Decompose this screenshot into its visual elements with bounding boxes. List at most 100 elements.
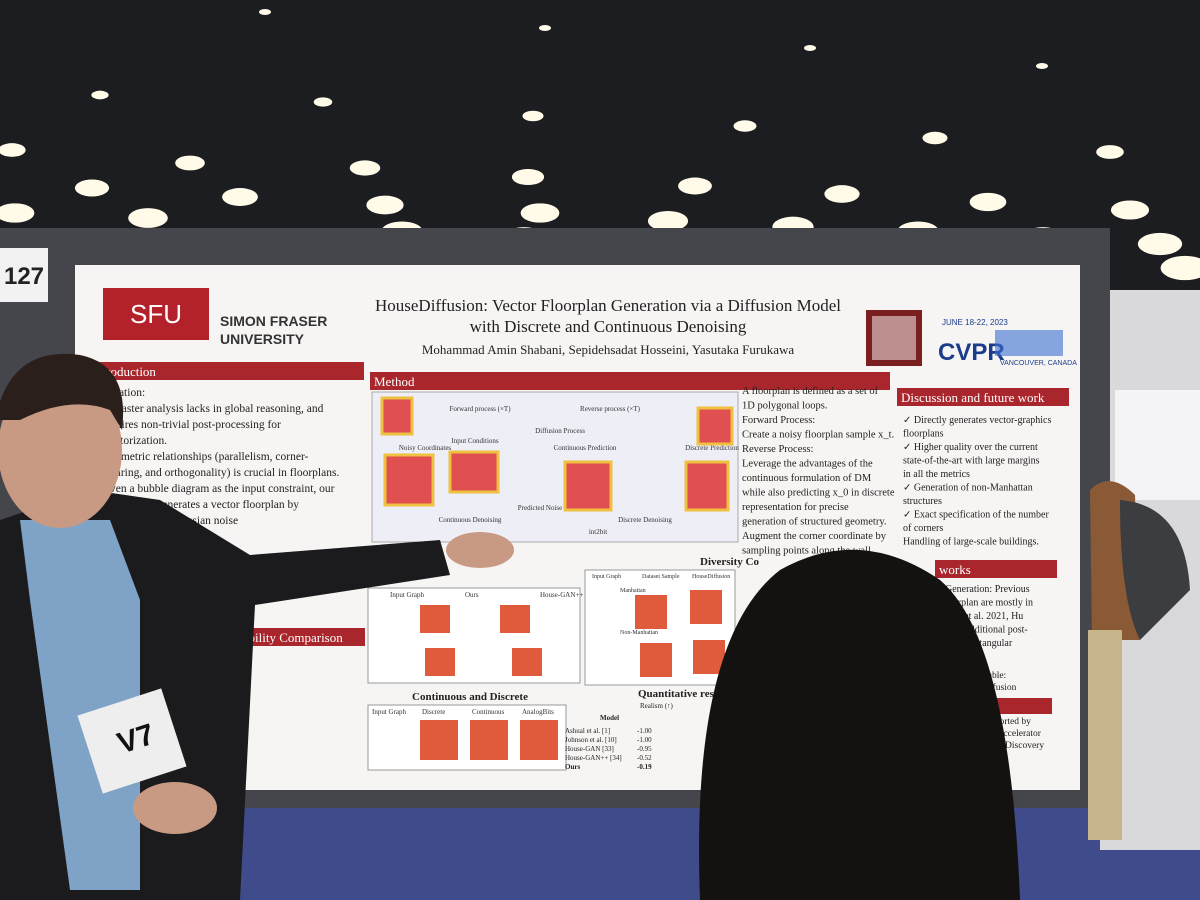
ceiling-light bbox=[539, 25, 551, 31]
diagram-label: Reverse process (×T) bbox=[580, 405, 641, 413]
authors: Mohammad Amin Shabani, Sepidehsadat Hoss… bbox=[422, 342, 794, 357]
floorplan-result bbox=[520, 720, 558, 760]
section-header bbox=[92, 362, 364, 380]
ceiling-light bbox=[175, 155, 205, 171]
table-cell: -0.95 bbox=[637, 745, 652, 753]
section-header bbox=[370, 372, 890, 390]
table-cell: Johnson et al. [10] bbox=[565, 736, 617, 744]
body-text: e raster analysis lacks in global reason… bbox=[110, 403, 324, 415]
table-header: Model bbox=[600, 714, 619, 722]
body-text: ✓ Higher quality over the current bbox=[903, 442, 1038, 453]
body-text: ven a bubble diagram as the input constr… bbox=[110, 483, 335, 495]
body-text: eometric relationships (parallelism, cor… bbox=[110, 451, 309, 463]
body-text: 1D polygonal loops. bbox=[742, 401, 827, 412]
body-text: ✓ Generation of non-Manhattan bbox=[903, 483, 1033, 494]
table-cell: House-GAN++ [34] bbox=[565, 754, 622, 762]
body-text: ✓ Exact specification of the number bbox=[903, 510, 1049, 521]
compat-panel bbox=[367, 587, 581, 684]
diagram-label: Noisy Coordinates bbox=[399, 444, 452, 452]
row-label: Non-Manhattan bbox=[620, 630, 658, 636]
diagram-label: int2bit bbox=[589, 528, 607, 536]
table-cell: Ashual et al. [1] bbox=[565, 727, 610, 735]
ceiling-light bbox=[1096, 145, 1124, 159]
body-text: Create a noisy floorplan sample x_t. bbox=[742, 430, 894, 441]
ceiling-light bbox=[0, 203, 35, 223]
ceiling-light bbox=[0, 143, 26, 157]
ceiling-light bbox=[128, 208, 168, 228]
body-text: ✓ Directly generates vector-graphics bbox=[903, 415, 1051, 426]
column-label: AnalogBits bbox=[522, 708, 554, 716]
visitor-pants bbox=[1088, 630, 1122, 840]
body-text: ectorization. bbox=[110, 435, 167, 447]
table-cell: -1.00 bbox=[637, 736, 652, 744]
ceiling-light bbox=[804, 45, 816, 51]
floorplan-thumbnail bbox=[684, 460, 730, 512]
body-text: continuous formulation of DM bbox=[742, 473, 872, 484]
ceiling-light bbox=[91, 90, 109, 100]
floorplan-thumbnail bbox=[563, 460, 613, 512]
floorplan-result bbox=[635, 595, 667, 629]
section-heading: Discussion and future work bbox=[901, 390, 1045, 405]
body-text: uata et al. 2021, Hu bbox=[945, 611, 1023, 622]
column-label: Input Graph bbox=[372, 708, 407, 716]
footer-text: pported by bbox=[990, 717, 1031, 727]
ceiling-light bbox=[366, 195, 404, 215]
column-label: Input Graph bbox=[390, 591, 425, 599]
body-text: generation of structured geometry. bbox=[742, 517, 887, 528]
body-text: floorplans bbox=[903, 429, 944, 440]
diagram-label: Continuous Prediction bbox=[554, 444, 617, 452]
row-label: Manhattan bbox=[620, 588, 646, 594]
body-text: eeds additional post- bbox=[945, 625, 1028, 636]
ceiling-light bbox=[922, 131, 948, 145]
table-cell: -0.19 bbox=[637, 763, 652, 771]
body-text: state-of-the-art with large margins bbox=[903, 456, 1040, 467]
body-text: haring, and orthogonality) is crucial in… bbox=[110, 467, 339, 479]
floorplan-result bbox=[420, 605, 450, 633]
column-label: HouseDiffusion bbox=[692, 573, 730, 580]
body-text: Leverage the advantages of the bbox=[742, 459, 873, 470]
conference-dates: JUNE 18-22, 2023 bbox=[942, 318, 1008, 327]
booth-number: 127 bbox=[4, 263, 44, 290]
body-text: quires non-trivial post-processing for bbox=[110, 419, 281, 431]
ceiling-light bbox=[824, 185, 860, 203]
body-text: while also predicting x_0 in discrete bbox=[742, 488, 895, 499]
body-text: in all the metrics bbox=[903, 469, 970, 480]
diagram-label: Continuous Denoising bbox=[439, 516, 502, 524]
diagram-label: Forward process (×T) bbox=[449, 405, 511, 413]
diagram-label: Input Conditions bbox=[451, 437, 499, 445]
ceiling-light bbox=[74, 179, 110, 197]
floorplan-result bbox=[690, 590, 722, 624]
ceiling-light bbox=[222, 188, 258, 206]
ceiling-light bbox=[1110, 200, 1150, 220]
ceiling-light bbox=[733, 120, 757, 132]
footer-text: h Accelerator bbox=[990, 729, 1042, 739]
section-heading: Method bbox=[374, 374, 415, 389]
floorplan-thumbnail bbox=[383, 453, 435, 507]
body-text: sampling points along the wall bbox=[742, 546, 871, 557]
section-header bbox=[988, 698, 1052, 714]
ceiling-light bbox=[647, 210, 689, 232]
section-heading: patibility Comparison bbox=[229, 630, 343, 645]
university: UNIVERSITY bbox=[220, 331, 305, 347]
table-header: Realism (↑) bbox=[640, 702, 674, 710]
column-label: Ours bbox=[465, 591, 479, 599]
body-text: loorplan are mostly in bbox=[945, 598, 1033, 609]
section-header bbox=[935, 560, 1057, 578]
floorplan-result bbox=[425, 648, 455, 676]
column-label: Discrete bbox=[422, 708, 445, 716]
floorplan-result bbox=[420, 720, 458, 760]
floorplan-result bbox=[640, 643, 672, 677]
sub-heading: Continuous and Discrete bbox=[412, 691, 528, 703]
section-header bbox=[897, 388, 1069, 406]
title: HouseDiffusion: Vector Floorplan Generat… bbox=[375, 296, 841, 315]
floorplan-thumbnail bbox=[380, 396, 414, 436]
table-cell: -1.00 bbox=[637, 727, 652, 735]
qr-pattern bbox=[872, 316, 916, 360]
background-poster bbox=[1115, 390, 1200, 500]
ceiling-light bbox=[522, 110, 544, 122]
body-text: Augment the corner coordinate by bbox=[742, 531, 887, 542]
ceiling-light bbox=[259, 9, 271, 15]
sub-heading: Diversity Co bbox=[700, 556, 759, 568]
